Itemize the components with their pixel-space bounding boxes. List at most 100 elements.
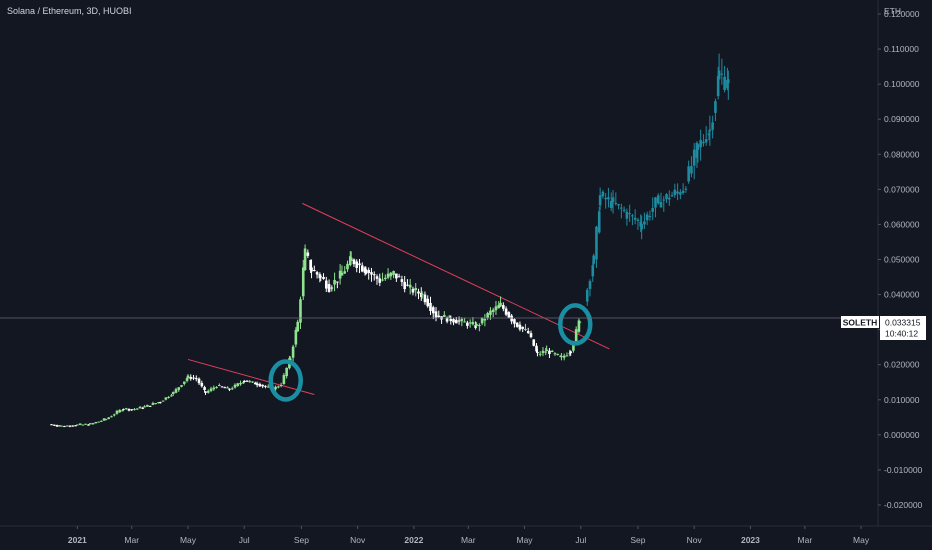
candle-body xyxy=(400,279,404,282)
y-tick-label: 0.050000 xyxy=(884,254,920,264)
candle-body xyxy=(367,270,371,273)
candle-body xyxy=(261,384,264,387)
projection-candle-body xyxy=(692,149,696,166)
projection-candle-body xyxy=(592,255,595,264)
candle-body xyxy=(285,367,288,377)
candle-body xyxy=(74,425,77,427)
candle-body xyxy=(431,307,435,314)
projection-candle-body xyxy=(716,75,720,97)
candle-body xyxy=(310,267,313,272)
candle-body xyxy=(91,423,95,425)
candle-body xyxy=(315,272,319,275)
projection-candle-body xyxy=(651,208,655,212)
projection-candle-body xyxy=(696,144,700,150)
x-axis[interactable]: 2021 Mar May Jul Sep Nov 2022 Mar May Jul Sep Nov 20… xyxy=(0,525,932,545)
projection-candle-body xyxy=(717,70,721,80)
candle-body xyxy=(141,407,145,409)
candle-body xyxy=(230,388,234,390)
candle-body xyxy=(333,279,336,285)
candle-body xyxy=(420,293,424,295)
candle-body xyxy=(541,350,545,354)
candle-body xyxy=(480,317,484,324)
candle-body xyxy=(384,277,387,280)
candle-body xyxy=(291,346,295,358)
projection-candle-body xyxy=(648,216,652,218)
candle-body xyxy=(457,320,461,322)
projection-candle-body xyxy=(695,142,699,158)
candle-body xyxy=(489,310,492,315)
candle-body xyxy=(526,331,530,334)
projection-candle-body xyxy=(702,141,705,144)
projection-candle-body xyxy=(595,226,598,260)
candle-body xyxy=(414,288,418,291)
price-countdown: 10:40:12 xyxy=(885,329,918,339)
x-tick-label: Jul xyxy=(239,535,250,545)
candle-body xyxy=(338,270,342,279)
candle-body xyxy=(372,274,376,276)
projection-candle-body xyxy=(668,197,671,200)
x-tick-label: May xyxy=(180,535,197,545)
projection-candle-body xyxy=(640,223,643,230)
candle-body xyxy=(536,352,539,354)
y-tick-label: 0.040000 xyxy=(884,290,920,300)
projection-candle-body xyxy=(720,73,724,75)
projection-candle-body xyxy=(711,122,714,130)
candle-body xyxy=(84,423,87,425)
candle-body xyxy=(233,384,237,388)
projection-candle-body xyxy=(614,203,618,205)
projection-candle-body xyxy=(707,133,711,136)
candle-body xyxy=(443,314,446,317)
candle-body xyxy=(364,269,368,274)
x-tick-label: Sep xyxy=(294,535,309,545)
candle-body xyxy=(417,291,420,294)
candle-body xyxy=(255,383,259,386)
candle-body xyxy=(423,294,427,303)
candle-body xyxy=(483,319,487,321)
candle-body xyxy=(445,317,449,322)
candle-body xyxy=(411,288,415,293)
candle-body xyxy=(578,321,582,323)
symbol-label: SOLETH xyxy=(843,318,877,328)
projection-candle-body xyxy=(622,209,626,211)
candle-body xyxy=(58,425,62,427)
price-label: SOLETH 0.033315 10:40:12 xyxy=(841,316,926,340)
candle-body xyxy=(318,274,322,279)
candle-body xyxy=(121,410,124,412)
projection-candle-body xyxy=(673,189,677,195)
candle-body xyxy=(154,403,158,405)
candle-body xyxy=(544,351,548,353)
price-value-box xyxy=(880,316,926,340)
candle-body xyxy=(468,322,472,324)
candle-body xyxy=(52,424,56,426)
projection-candle-body xyxy=(699,140,702,148)
y-tick-label: -0.010000 xyxy=(884,465,923,475)
y-tick-label: -0.020000 xyxy=(884,500,923,510)
candle-body xyxy=(322,277,325,280)
candle-body xyxy=(397,276,401,278)
candle-body xyxy=(226,387,229,389)
candle-body xyxy=(313,270,316,272)
candle-body xyxy=(518,324,522,330)
candle-body xyxy=(258,383,262,387)
candle-body xyxy=(164,397,168,400)
candle-body xyxy=(550,350,554,352)
candle-body xyxy=(474,325,477,328)
candle-body xyxy=(355,261,359,268)
projection-candle-body xyxy=(687,166,690,182)
candle-body xyxy=(197,378,201,384)
candle-body xyxy=(306,252,310,256)
candle-body xyxy=(565,355,569,357)
candle-body xyxy=(209,388,213,391)
candle-body xyxy=(375,276,379,279)
y-tick-label: 0.080000 xyxy=(884,149,920,159)
x-tick-label: May xyxy=(517,535,534,545)
candle-body xyxy=(177,387,181,390)
candle-body xyxy=(282,375,286,384)
x-tick-label: Nov xyxy=(350,535,366,545)
candle-body xyxy=(161,400,165,402)
y-axis[interactable]: 0.120000 0.110000 0.100000 0.090000 0.080000… xyxy=(877,0,923,526)
candle-body xyxy=(303,248,307,271)
projection-candle-body xyxy=(631,215,634,217)
